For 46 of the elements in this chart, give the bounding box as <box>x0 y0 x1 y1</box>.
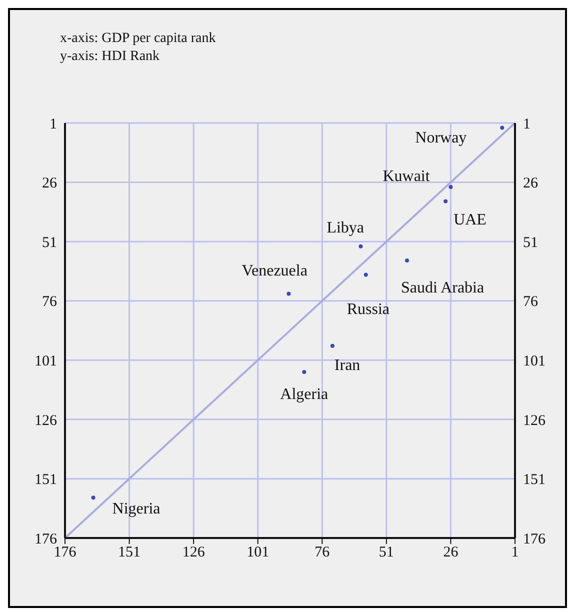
point <box>358 244 363 248</box>
y-tick-label: 1 <box>50 116 57 132</box>
text: x-axis: GDP per capita rank <box>60 30 216 48</box>
x-tick-label: 26 <box>443 544 459 561</box>
y2-tick-label: 1 <box>523 116 530 132</box>
point <box>330 344 334 348</box>
annotation: UAE <box>454 211 486 228</box>
annotation: Norway <box>415 130 467 147</box>
point <box>405 258 409 263</box>
y-tick-label: 51 <box>42 234 57 251</box>
y2-tick-label: 126 <box>523 412 546 429</box>
annotation: Nigeria <box>112 500 160 518</box>
x-tick-label: 176 <box>54 544 77 561</box>
point <box>302 370 306 374</box>
point <box>286 292 291 296</box>
y2-tick-label: 101 <box>523 353 546 370</box>
point <box>500 126 504 130</box>
annotation: Libya <box>326 219 364 236</box>
annotation: Saudi Arabia <box>401 280 484 297</box>
x-tick-label: 151 <box>118 544 141 561</box>
y-tick-label: 126 <box>34 412 58 429</box>
y2-tick-label: 176 <box>523 531 546 548</box>
annotation: Venezuela <box>242 262 308 280</box>
y-tick-label: 26 <box>42 176 58 192</box>
point <box>444 199 448 204</box>
y2-tick-label: 26 <box>523 176 538 192</box>
y-tick-label: 151 <box>34 472 57 488</box>
y-tick-label: 76 <box>42 294 58 310</box>
x-tick-label: 101 <box>246 544 270 561</box>
y2-tick-label: 76 <box>523 294 538 310</box>
text: y-axis: HDI Rank <box>60 48 161 66</box>
annotation: Iran <box>334 356 360 374</box>
y2-tick-label: 151 <box>523 472 546 488</box>
y-tick-label: 101 <box>34 353 57 370</box>
point <box>364 272 368 277</box>
point <box>448 185 453 190</box>
x-tick-label: 126 <box>182 544 206 561</box>
annotation: Algeria <box>280 386 328 403</box>
y-tick-label: 176 <box>34 531 58 548</box>
annotation: Russia <box>346 300 390 318</box>
point <box>91 496 96 500</box>
x-tick-label: 51 <box>378 544 394 561</box>
x-tick-label: 1 <box>511 544 519 561</box>
x-tick-label: 76 <box>314 544 330 561</box>
y2-tick-label: 51 <box>523 234 538 251</box>
annotation: Kuwait <box>382 168 430 186</box>
